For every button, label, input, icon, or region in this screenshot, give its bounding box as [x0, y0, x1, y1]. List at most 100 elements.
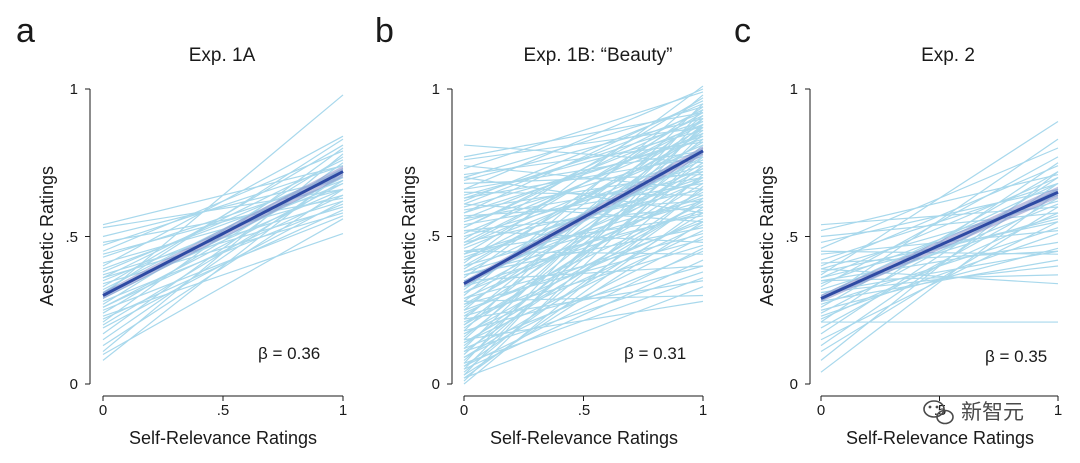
participant-line [102, 94, 344, 296]
x-tick-label: 0 [99, 402, 107, 419]
participant-line [463, 182, 704, 326]
x-axis-label: Self-Relevance Ratings [490, 428, 678, 448]
participant-line [463, 224, 704, 335]
participant-line [102, 188, 344, 255]
y-tick-label: 1 [790, 81, 798, 98]
participant-line [463, 100, 704, 214]
y-axis-label: Aesthetic Ratings [399, 166, 419, 306]
participant-line [820, 176, 1059, 335]
participant-line [463, 250, 704, 255]
participant-line [820, 212, 1059, 238]
participant-line [820, 250, 1059, 255]
y-tick-label: 0 [790, 376, 798, 393]
participant-line [820, 138, 1059, 302]
panel-c: c Exp. 2 1 .5 0 0 .5 1 Self-Relevance Ra… [734, 12, 1062, 448]
participant-line [463, 97, 704, 240]
participant-line [820, 173, 1059, 232]
x-tick-label: 0 [817, 402, 825, 419]
participant-line [463, 247, 704, 367]
participant-line [102, 159, 344, 279]
participant-line [463, 244, 704, 317]
participant-line [102, 206, 344, 279]
x-tick-label: 1 [1054, 402, 1062, 419]
x-tick-label: .5 [217, 402, 230, 419]
participant-line [102, 215, 344, 311]
y-tick-label: 0 [432, 376, 440, 393]
panel-letter: c [734, 12, 751, 50]
participant-line [102, 188, 344, 347]
watermark-text: 新智元 [961, 400, 1024, 424]
participant-line [102, 153, 344, 353]
y-tick-label: 0 [70, 376, 78, 393]
participant-line [463, 132, 704, 267]
participant-line [102, 209, 344, 320]
participant-line [463, 135, 704, 214]
participant-line [463, 126, 704, 161]
x-tick-label: 1 [339, 402, 347, 419]
participant-line [463, 106, 704, 279]
participant-line [463, 144, 704, 246]
plot-area [85, 88, 344, 401]
participant-line [820, 268, 1059, 285]
participant-line [820, 191, 1059, 373]
participant-line [463, 123, 704, 243]
participant-line [102, 135, 344, 267]
x-axis-label: Self-Relevance Ratings [129, 428, 317, 448]
plot-area [447, 85, 704, 401]
participant-line [463, 106, 704, 179]
beta-annotation: β = 0.31 [624, 344, 686, 363]
participant-line [463, 150, 704, 190]
x-tick-label: .5 [578, 402, 591, 419]
participant-line [463, 200, 704, 217]
participant-line [463, 176, 704, 220]
y-tick-label: 1 [432, 81, 440, 98]
regression-line [102, 170, 344, 297]
participant-line [463, 171, 704, 305]
y-axis-label: Aesthetic Ratings [757, 166, 777, 306]
participant-line [463, 120, 704, 199]
y-tick-label: 1 [70, 81, 78, 98]
participant-line [463, 91, 704, 170]
participant-line [463, 188, 704, 353]
participant-line [102, 171, 344, 361]
x-axis-label: Self-Relevance Ratings [846, 428, 1034, 448]
participant-line [102, 197, 344, 243]
participant-line [463, 156, 704, 361]
participant-line [102, 218, 344, 356]
beta-annotation: β = 0.35 [985, 347, 1047, 366]
y-tick-label: .5 [65, 229, 78, 246]
participant-line [102, 194, 344, 308]
participant-line [820, 206, 1059, 353]
participant-line [463, 112, 704, 205]
participant-line [463, 271, 704, 353]
panel-letter: b [375, 12, 394, 50]
x-tick-label: 0 [460, 402, 468, 419]
participant-line [463, 200, 704, 344]
participant-line [463, 144, 704, 164]
participant-line [102, 232, 344, 317]
y-axis-label: Aesthetic Ratings [37, 166, 57, 306]
y-tick-label: .5 [785, 229, 798, 246]
participant-line [463, 232, 704, 300]
wechat-icon [923, 400, 954, 425]
x-tick-label: 1 [699, 402, 707, 419]
participant-line [820, 156, 1059, 288]
chart-title: Exp. 2 [921, 45, 975, 66]
participant-line [102, 138, 344, 294]
participant-line [820, 197, 1059, 329]
participant-line [820, 250, 1059, 294]
regression-line [463, 149, 704, 286]
participant-line [463, 277, 704, 364]
panel-b: b Exp. 1B: “Beauty” 1 .5 0 0 .5 1 Self-R… [375, 12, 707, 448]
participant-line [820, 232, 1059, 317]
participant-line [820, 171, 1059, 308]
participant-line [102, 174, 344, 341]
participant-line [463, 88, 704, 190]
chart-title: Exp. 1B: “Beauty” [524, 45, 673, 66]
plot-area [805, 88, 1059, 401]
participant-line [463, 191, 704, 196]
participant-line [463, 286, 704, 379]
beta-annotation: β = 0.36 [258, 344, 320, 363]
panel-letter: a [16, 12, 35, 50]
